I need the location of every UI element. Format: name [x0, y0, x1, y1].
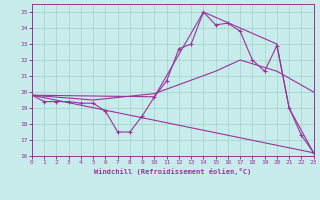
X-axis label: Windchill (Refroidissement éolien,°C): Windchill (Refroidissement éolien,°C) — [94, 168, 252, 175]
